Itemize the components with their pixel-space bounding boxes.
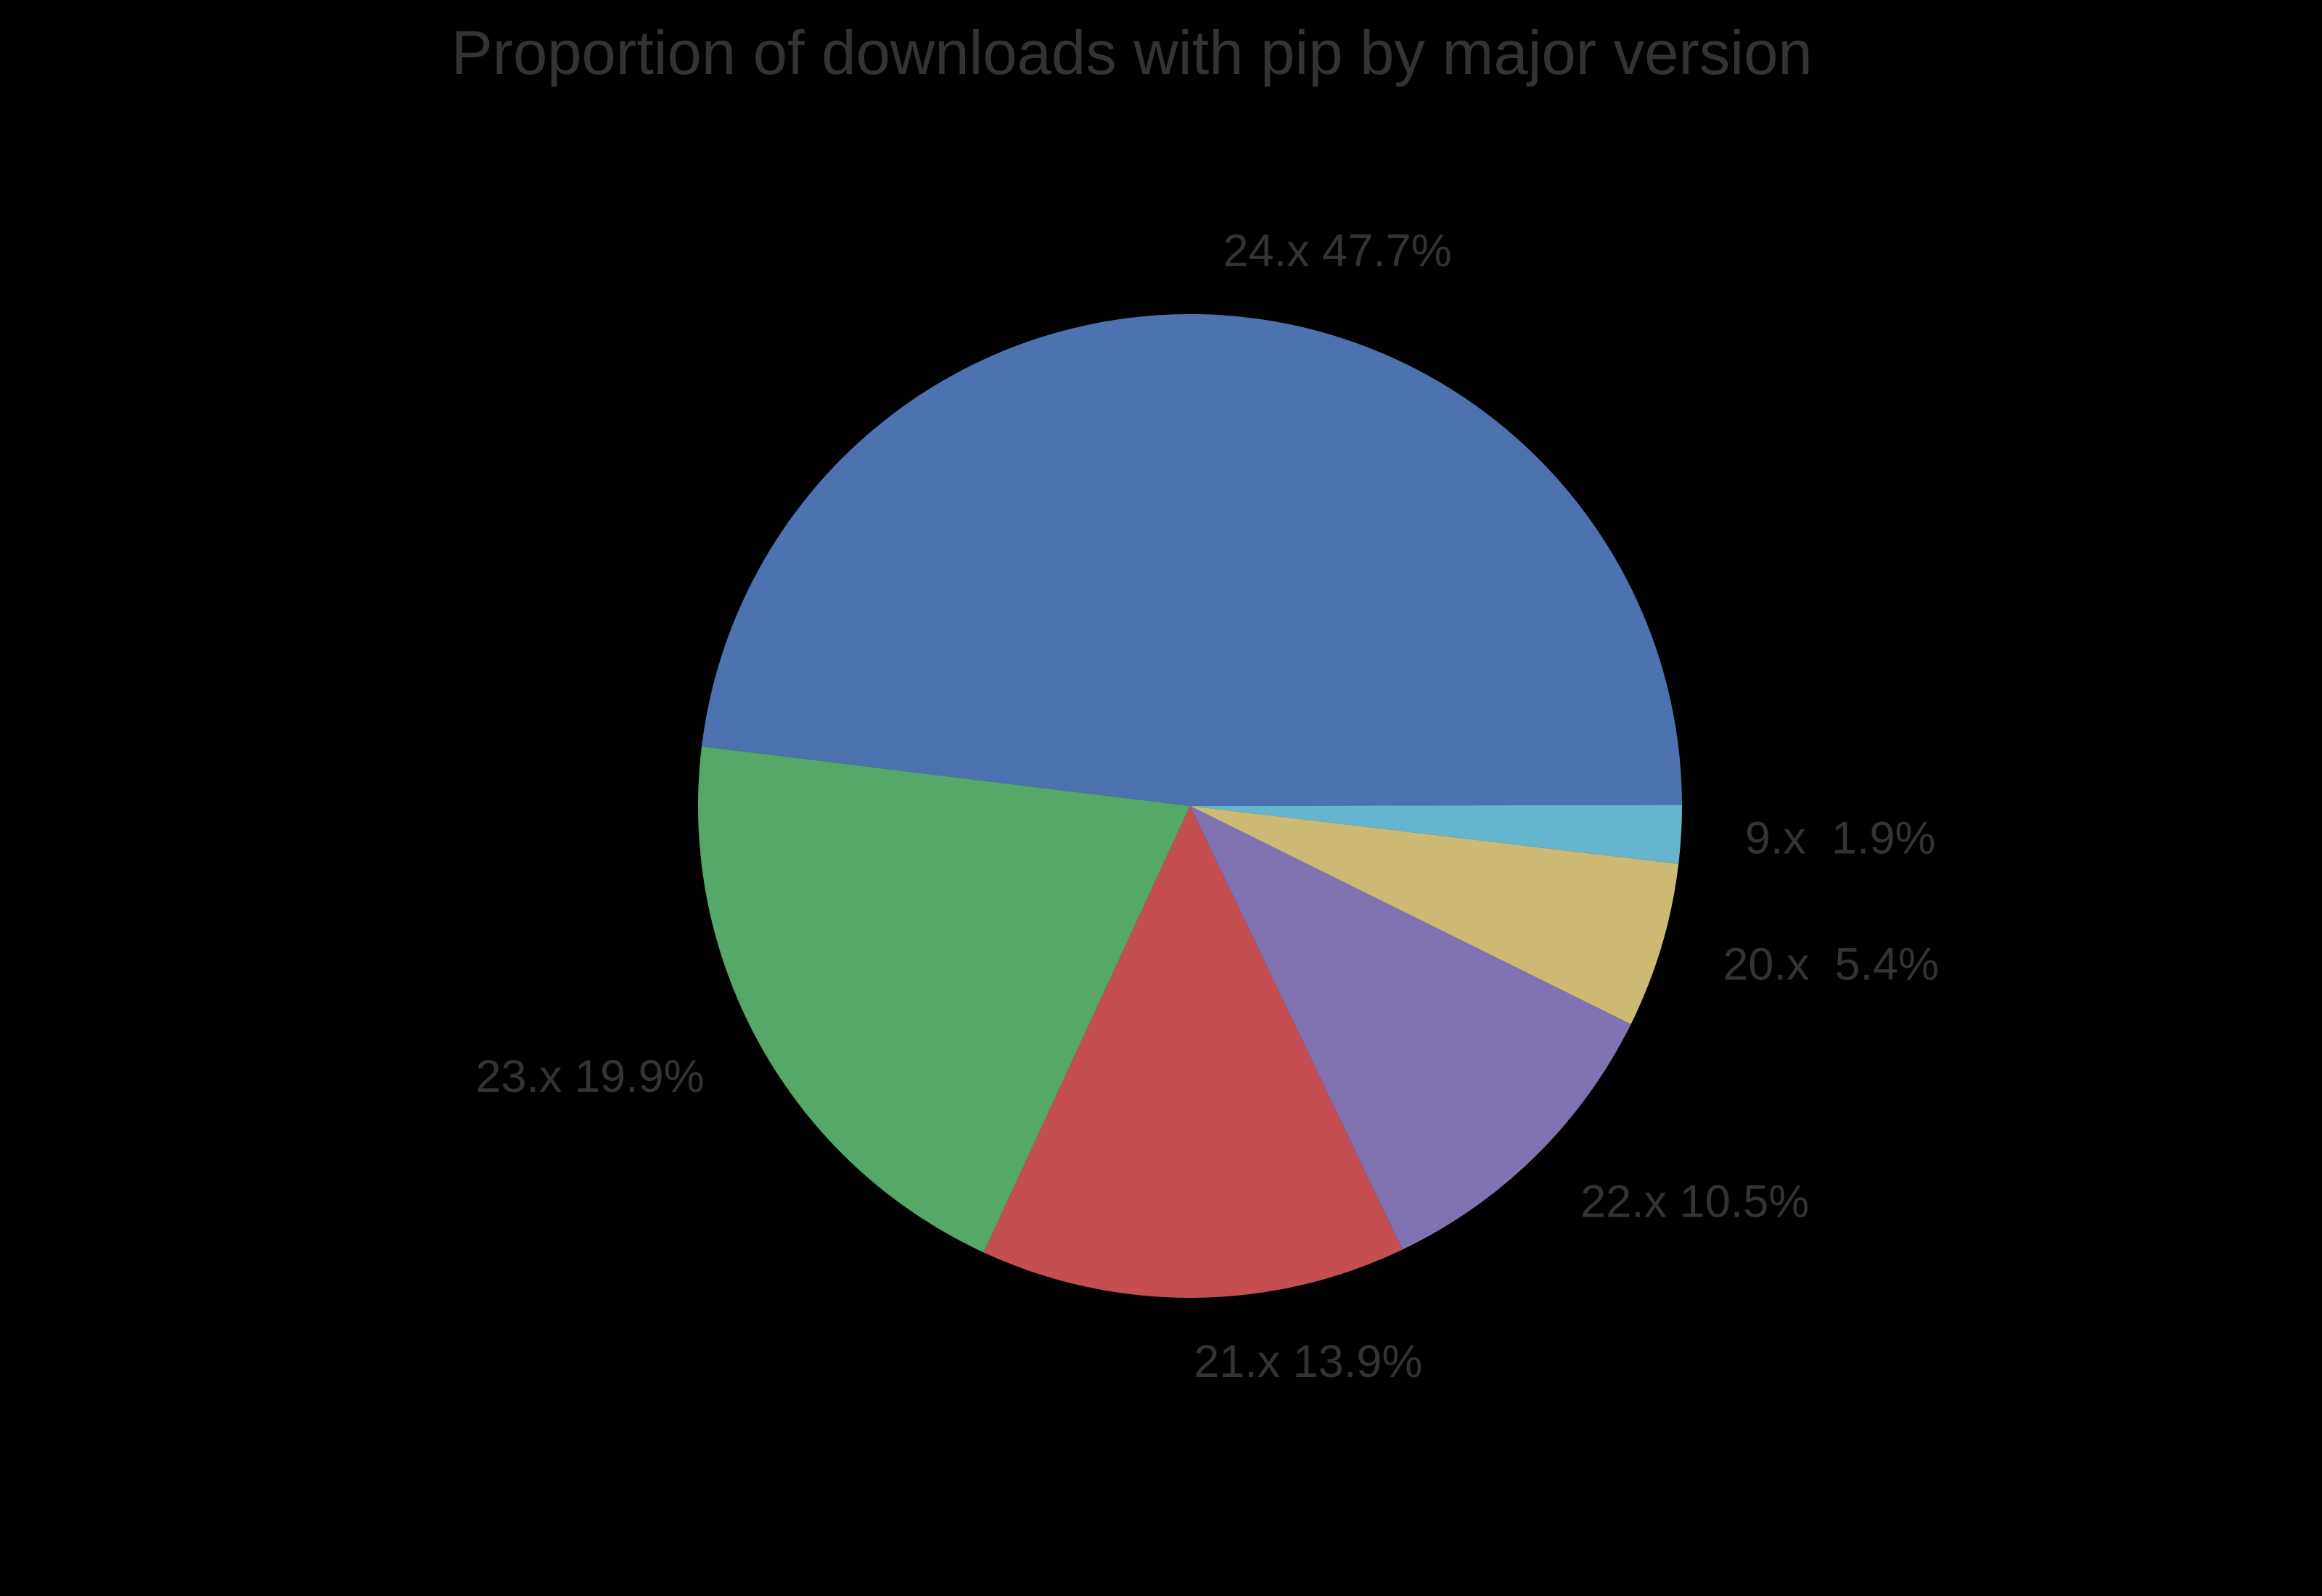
svg-text:9.x 1.9%: 9.x 1.9% [1745,813,1936,863]
svg-text:20.x 5.4%: 20.x 5.4% [1723,939,1939,990]
svg-text:24.x 47.7%: 24.x 47.7% [1223,226,1452,276]
svg-text:22.x 10.5%: 22.x 10.5% [1580,1176,1809,1227]
svg-text:23.x 19.9%: 23.x 19.9% [475,1051,704,1102]
svg-text:Proportion of downloads with p: Proportion of downloads with pip by majo… [451,19,1813,88]
svg-text:21.x 13.9%: 21.x 13.9% [1194,1336,1422,1387]
